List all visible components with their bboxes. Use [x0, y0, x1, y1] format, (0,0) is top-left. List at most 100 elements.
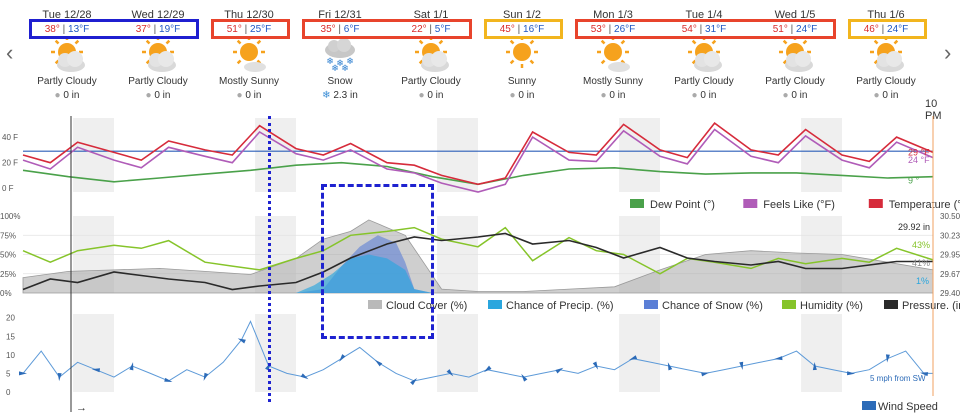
day-precip: ● 0 in [23, 90, 111, 102]
precip-amount: 0 in [518, 90, 535, 101]
night-band [73, 314, 114, 392]
svg-text:❄: ❄ [336, 58, 344, 68]
precip-amount: 0 in [245, 90, 262, 101]
snowflake-icon: ❄ [322, 90, 334, 101]
day-precip: ● 0 in [205, 90, 293, 102]
end-value-label: 41% [912, 258, 930, 268]
raindrop-icon: ● [782, 90, 792, 101]
y-tick-label: 100% [0, 212, 20, 221]
day-forecast: Fri 12/31 35° | 6°F ❄ ❄ ❄ ❄ ❄ Snow ❄ 2.3 in [296, 8, 384, 114]
raindrop-icon: ● [691, 90, 701, 101]
legend-label: Cloud Cover (%) [386, 300, 467, 312]
forecast-strip: Tue 12/28 38° | 13°F Partly Cloudy ● 0 in We… [23, 8, 941, 122]
day-date: Sun 1/2 [503, 9, 541, 21]
highlight-box [484, 19, 563, 39]
day-forecast: Wed 12/29 37° | 19°F Partly Cloudy ● 0 in [114, 8, 202, 114]
svg-text:❄: ❄ [341, 63, 349, 73]
temp-separator: | [605, 24, 615, 35]
day-date: Thu 1/6 [867, 9, 905, 21]
night-band [801, 118, 842, 192]
wind-direction-marker [164, 377, 173, 382]
wind-direction-marker [339, 354, 346, 362]
time-arrow-icon: → [76, 402, 87, 414]
day-temps: 38° | 13°F [23, 24, 111, 36]
legend-label: Humidity (%) [800, 300, 863, 312]
day-condition: Partly Cloudy [128, 76, 188, 87]
next-arrow[interactable]: › [944, 40, 952, 65]
highlight-box [575, 19, 836, 39]
high-temp: 46° [863, 24, 879, 35]
day-condition: Partly Cloudy [856, 76, 916, 87]
end-value-label: 9 ° [908, 176, 920, 186]
wind-direction-marker [812, 362, 817, 371]
wind-direction-marker [847, 371, 856, 376]
precip-amount: 0 in [882, 90, 899, 101]
legend-swatch [782, 300, 796, 309]
wind-direction-marker [410, 377, 418, 386]
feels_like-line [22, 128, 934, 193]
day-temps: 35° | 6°F [296, 24, 384, 36]
prev-arrow[interactable]: ‹ [6, 40, 14, 65]
legend-label: Dew Point (°) [650, 199, 715, 211]
day-forecast: Tue 1/4 54° | 31°F Partly Cloudy ● 0 in [660, 8, 748, 114]
high-temp: 53° [590, 24, 606, 35]
low-temp: 25°F [250, 24, 272, 35]
high-temp: 51° [772, 24, 788, 35]
low-temp: 13°F [68, 24, 90, 35]
partly-cloudy-icon [409, 36, 453, 74]
day-precip: ● 0 in [569, 90, 657, 102]
temp-separator: | [787, 24, 797, 35]
wind-direction-marker [237, 338, 246, 344]
wind-direction-marker [667, 362, 673, 371]
precip-amount: 2.3 in [333, 90, 358, 101]
end-value-label: 24 °F [908, 155, 930, 165]
precip-amount: 0 in [427, 90, 444, 101]
legend-swatch [868, 199, 883, 208]
day-condition: Partly Cloudy [765, 76, 825, 87]
day-precip: ● 0 in [751, 90, 839, 102]
day-date: Wed 1/5 [774, 9, 816, 21]
night-band [255, 314, 296, 392]
partly-cloudy-icon [682, 36, 726, 74]
raindrop-icon: ● [418, 90, 428, 101]
day-condition: Partly Cloudy [37, 76, 97, 87]
y-tick-label: 0 [6, 388, 11, 397]
high-temp: 51° [226, 24, 242, 35]
wind-direction-marker [203, 372, 209, 381]
svg-text:❄: ❄ [326, 56, 334, 66]
highlight-box [302, 19, 472, 39]
day-forecast: Wed 1/5 51° | 24°F Partly Cloudy ● 0 in [751, 8, 839, 114]
legend-swatch [862, 401, 876, 410]
high-temp: 54° [681, 24, 697, 35]
day-temps: 51° | 25°F [205, 24, 293, 36]
day-condition: Mostly Sunny [582, 76, 644, 87]
legend-swatch [644, 300, 658, 309]
wind-direction-marker [91, 368, 101, 373]
legend-label: Temperature (°F) [889, 199, 960, 211]
wind-direction-marker [885, 354, 890, 363]
day-condition: Partly Cloudy [674, 76, 734, 87]
legend-swatch [884, 300, 898, 309]
snow-highlight-box [321, 184, 434, 339]
night-band [801, 314, 842, 392]
low-temp: 24°F [887, 24, 909, 35]
y-tick-label: 20 F [2, 159, 18, 168]
svg-text:❄: ❄ [346, 56, 354, 66]
temp-separator: | [426, 24, 435, 35]
right-y-tick-label: 30.23 [940, 231, 960, 240]
day-temps: 54° | 31°F [660, 24, 748, 36]
day-precip: ● 0 in [114, 90, 202, 102]
day-forecast: Thu 1/6 46° | 24°F Partly Cloudy ● 0 in [842, 8, 930, 114]
highlight-box [211, 19, 290, 39]
low-temp: 6°F [343, 24, 360, 35]
day-temps: 45° | 16°F [478, 24, 566, 36]
y-tick-label: 15 [6, 332, 15, 341]
temp-separator: | [696, 24, 706, 35]
legend-swatch [488, 300, 502, 309]
low-temp: 16°F [523, 24, 545, 35]
day-date: Fri 12/31 [318, 9, 362, 21]
low-temp: 19°F [159, 24, 181, 35]
wind-direction-marker [374, 359, 383, 367]
high-temp: 38° [44, 24, 60, 35]
legend-swatch [743, 199, 758, 208]
